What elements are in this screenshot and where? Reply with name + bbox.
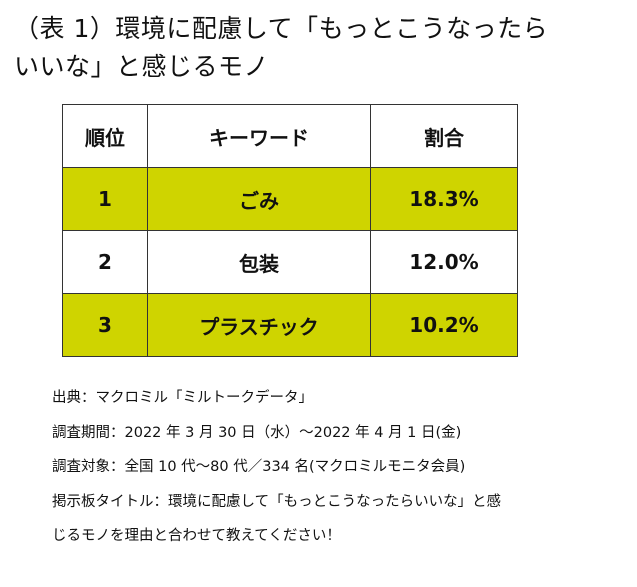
share-cell: 10.2% (370, 293, 518, 357)
rank-cell: 3 (62, 293, 148, 357)
header-rank: 順位 (62, 104, 148, 168)
rank-cell: 2 (62, 230, 148, 294)
board-title-note-line-1: 掲示板タイトル：環境に配慮して「もっとこうなったらいいな」と感 (52, 493, 502, 510)
survey-period-note: 調査期間：2022 年 3 月 30 日（水）～2022 年 4 月 1 日(金… (52, 424, 462, 441)
survey-target-note: 調査対象：全国 10 代～80 代／334 名(マクロミルモニタ会員) (52, 459, 466, 475)
keyword-cell: 包装 (147, 230, 371, 294)
share-cell: 12.0% (370, 230, 518, 294)
survey-notes: 出典：マクロミル「ミルトークデータ」 調査期間：2022 年 3 月 30 日（… (52, 381, 612, 554)
table-row: 1 ごみ 18.3% (62, 167, 518, 231)
share-cell: 18.3% (370, 167, 518, 231)
table-header-row: 順位 キーワード 割合 (62, 104, 518, 168)
header-keyword: キーワード (147, 104, 371, 168)
page-title: （表 1）環境に配慮して「もっとこうなったら いいな」と感じるモノ (14, 10, 629, 86)
title-line-1: （表 1）環境に配慮して「もっとこうなったら (14, 14, 549, 43)
table-row: 2 包装 12.0% (62, 230, 518, 294)
rank-cell: 1 (62, 167, 148, 231)
source-note: 出典：マクロミル「ミルトークデータ」 (52, 390, 313, 406)
title-line-2: いいな」と感じるモノ (14, 52, 270, 81)
keyword-ranking-table: 順位 キーワード 割合 1 ごみ 18.3% 2 包装 12.0% 3 プラスチ… (62, 104, 518, 357)
keyword-cell: プラスチック (147, 293, 371, 357)
header-share: 割合 (370, 104, 518, 168)
board-title-note-line-2: じるモノを理由と合わせて教えてください！ (52, 528, 341, 544)
keyword-cell: ごみ (147, 167, 371, 231)
table-row: 3 プラスチック 10.2% (62, 293, 518, 357)
